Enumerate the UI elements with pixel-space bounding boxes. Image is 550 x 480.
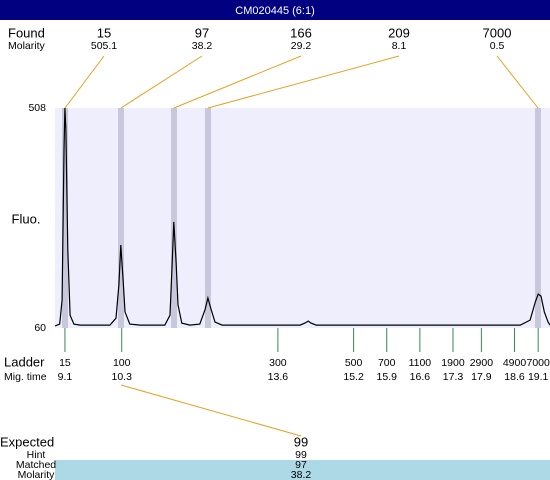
ladder-time: 17.3: [443, 371, 464, 383]
expected-label: Hint: [27, 449, 46, 461]
peak-connector: [496, 55, 539, 109]
ladder-time: 10.3: [112, 371, 133, 383]
expected-value: 97: [295, 459, 307, 471]
ladder-size: 100: [113, 357, 131, 369]
ladder-label: Ladder: [4, 354, 45, 369]
peak-connector: [173, 55, 302, 109]
matched-band: [55, 460, 550, 480]
trace: [54, 107, 550, 327]
found-molarity: 38.2: [192, 40, 213, 52]
ladder-size: 1100: [409, 357, 432, 369]
y-tick-label: 508: [28, 102, 46, 114]
peak-band: [62, 108, 68, 328]
ladder-time: 18.6: [504, 371, 525, 383]
ladder-size: 500: [345, 357, 363, 369]
found-molarity: 505.1: [91, 40, 117, 52]
found-label: Found: [8, 25, 45, 40]
ladder-time: 15.2: [343, 371, 364, 383]
ladder-time: 9.1: [58, 371, 73, 383]
expected-label: Matched: [16, 459, 56, 471]
peak-band: [205, 108, 211, 328]
ladder-size: 2900: [470, 357, 494, 369]
y-tick-label: 60: [34, 322, 46, 334]
ladder-time: 17.9: [471, 371, 492, 383]
found-molarity: 8.1: [392, 40, 407, 52]
peak-connector: [207, 55, 400, 109]
expected-connector: [120, 384, 302, 437]
expected-label: Molarity: [18, 469, 56, 480]
found-size: 209: [388, 25, 410, 40]
peak-band: [535, 108, 541, 328]
peak-band: [171, 108, 177, 328]
molarity-label: Molarity: [8, 40, 46, 52]
ladder-size: 300: [269, 357, 287, 369]
plot-area: [55, 108, 550, 328]
ladder-size: 15: [59, 357, 71, 369]
mig-time-label: Mig. time: [4, 371, 47, 383]
found-size: 166: [290, 25, 312, 40]
ladder-time: 13.6: [268, 371, 289, 383]
expected-value: 99: [295, 449, 307, 461]
ladder-time: 15.9: [377, 371, 398, 383]
found-size: 97: [195, 25, 209, 40]
ladder-time: 19.1: [528, 371, 549, 383]
ladder-size: 1900: [441, 357, 465, 369]
expected-label: Expected: [0, 434, 54, 449]
found-molarity: 29.2: [291, 40, 312, 52]
ladder-size: 4900: [503, 357, 527, 369]
found-molarity: 0.5: [490, 40, 505, 52]
header-title: CM020445 (6:1): [235, 5, 315, 17]
y-axis-label: Fluo.: [12, 211, 41, 226]
ladder-size: 7000: [526, 357, 550, 369]
found-size: 7000: [483, 25, 512, 40]
found-size: 15: [97, 25, 111, 40]
expected-value: 38.2: [291, 469, 312, 480]
peak-connector: [64, 55, 105, 109]
peak-band: [118, 108, 124, 328]
expected-value: 99: [294, 434, 308, 449]
ladder-time: 16.6: [410, 371, 431, 383]
peak-connector: [120, 55, 203, 109]
header-bar: [0, 0, 550, 20]
ladder-size: 700: [378, 357, 396, 369]
